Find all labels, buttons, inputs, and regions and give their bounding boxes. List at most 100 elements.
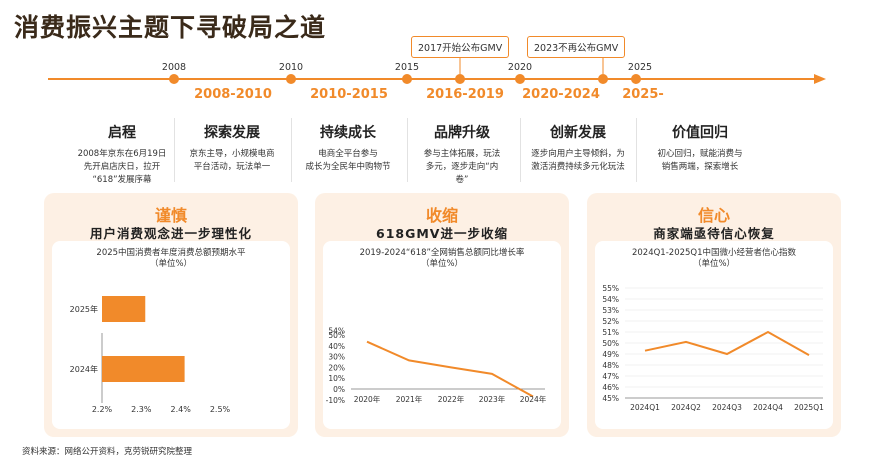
y-tick-label: 49% (602, 350, 619, 359)
x-tick-label: 2024Q4 (753, 403, 783, 412)
y-tick-label: 30% (328, 353, 345, 362)
divider (407, 118, 408, 182)
x-tick-label: 2.3% (131, 405, 152, 414)
timeline-event: 2023不再公布GMV (527, 36, 626, 58)
panel-confidence: 信心 商家端亟待信心恢复 2024Q1-2025Q1中国微小经营者信心指数 （单… (587, 193, 841, 437)
bar-chart: 2025年 2024年 2.2% 2.3% 2.4% 2.5% (70, 296, 231, 414)
phase-title: 创新发展 (550, 125, 606, 141)
timeline-dot (598, 74, 608, 84)
y-tick-label: 45% (602, 394, 619, 403)
source-note: 资料来源：网络公开资料，克劳锐研究院整理 (22, 447, 193, 457)
page-title: 消费振兴主题下寻破局之道 (14, 13, 327, 42)
phase-desc: 逐步向用户主导倾斜，为 激活消费持续多元化玩法 (531, 149, 625, 172)
era-label: 2008-2010 (194, 87, 272, 102)
bar (102, 296, 146, 322)
y-tick-label: -10% (326, 396, 345, 405)
y-tick-label: 50% (602, 339, 619, 348)
y-tick-label: 48% (602, 361, 619, 370)
series-line (366, 340, 534, 398)
divider (520, 118, 521, 182)
era-label: 2020-2024 (522, 87, 600, 102)
timeline-dot (631, 74, 641, 84)
x-tick-label: 2024年 (520, 394, 547, 404)
y-tick-label: 46% (602, 383, 619, 392)
x-tick-label: 2024Q2 (671, 403, 701, 412)
timeline-dot (286, 74, 296, 84)
phase-innovate: 创新发展 逐步向用户主导倾斜，为 激活消费持续多元化玩法 (515, 122, 641, 174)
phase-desc: 京东主导，小规模电商 平台活动，玩法单一 (189, 149, 275, 172)
timeline-dot (455, 74, 465, 84)
x-tick-label: 2021年 (396, 394, 423, 404)
timeline-year: 2008 (161, 62, 187, 73)
x-tick-label: 2.2% (92, 405, 113, 414)
phase-title: 持续成长 (320, 125, 376, 141)
panel-subtitle: 商家端亟待信心恢复 (653, 226, 775, 241)
phase-grow: 持续成长 电商全平台参与 成长为全民年中购物节 (288, 122, 408, 174)
x-tick-label: 2024Q1 (630, 403, 660, 412)
y-tick-label: 54% (602, 295, 619, 304)
phase-value: 价值回归 初心回归，赋能消费与 销售两端，探索增长 (640, 122, 760, 174)
timeline-year: 2010 (278, 62, 304, 73)
phase-brand: 品牌升级 参与主体拓展，玩法 多元，逐步走向“内 卷” (402, 122, 522, 187)
phase-desc: 电商全平台参与 成长为全民年中购物节 (305, 149, 391, 172)
panel-title: 信心 (697, 206, 730, 225)
y-tick-label: 55% (602, 284, 619, 293)
y-tick-label: 52% (602, 317, 619, 326)
line-chart: 55% 54% 53% 52% 51% 50% 49% 48% 47% 46% 45% 2024Q1 2… (602, 284, 824, 412)
y-tick-label: 50% (328, 331, 345, 340)
era-label: 2010-2015 (310, 87, 388, 102)
chart-card: 2019-2024“618”全网销售总额同比增长率 （单位%） 54% 50% 40… (323, 241, 561, 429)
timeline-dot (515, 74, 525, 84)
panel-subtitle: 用户消费观念进一步理性化 (89, 226, 252, 241)
panel-subtitle: 618GMV进一步收缩 (376, 226, 508, 241)
x-tick-label: 2.4% (171, 405, 192, 414)
phase-explore: 探索发展 京东主导，小规模电商 平台活动，玩法单一 (172, 122, 292, 174)
chart-title: 2024Q1-2025Q1中国微小经营者信心指数 （单位%） (631, 248, 797, 269)
bar (102, 356, 185, 382)
phase-desc: 参与主体拓展，玩法 多元，逐步走向“内 卷” (423, 149, 501, 185)
timeline-year: 2020 (507, 62, 533, 73)
timeline-event: 2017开始公布GMV (411, 36, 510, 58)
x-tick-label: 2023年 (479, 394, 506, 404)
panel-cautious: 谨慎 用户消费观念进一步理性化 2025中国消费者年度消费总额预期水平 （单位%… (44, 193, 298, 437)
y-tick-label: 47% (602, 372, 619, 381)
series-line (644, 330, 810, 356)
x-tick-label: 2025Q1 (794, 403, 824, 412)
phase-start: 启程 2008年京东在6月19日 先开启店庆日，拉开 “618”发展序幕 (62, 122, 182, 187)
x-tick-label: 2020年 (354, 394, 381, 404)
era-label: 2016-2019 (426, 87, 504, 102)
y-tick-label: 2024年 (70, 364, 98, 374)
panel-title: 收缩 (425, 206, 458, 225)
timeline-year: 2025 (627, 62, 653, 73)
chart-card: 2024Q1-2025Q1中国微小经营者信心指数 （单位%） 55% 54% 53%… (595, 241, 833, 429)
timeline-axis (48, 56, 826, 84)
chart-title: 2019-2024“618”全网销售总额同比增长率 （单位%） (359, 248, 525, 269)
chart-title: 2025中国消费者年度消费总额预期水平 （单位%） (96, 248, 246, 269)
y-tick-label: 2025年 (70, 304, 98, 314)
phase-title: 探索发展 (204, 125, 260, 141)
phase-title: 启程 (108, 125, 136, 141)
y-tick-label: 20% (328, 363, 345, 372)
timeline-dot (169, 74, 179, 84)
x-tick-label: 2.5% (210, 405, 231, 414)
y-tick-label: 53% (602, 306, 619, 315)
x-tick-label: 2022年 (438, 394, 465, 404)
panel-title: 谨慎 (154, 206, 187, 225)
phase-title: 价值回归 (672, 125, 728, 141)
y-tick-label: 40% (328, 342, 345, 351)
divider (174, 118, 175, 182)
timeline-year: 2015 (394, 62, 420, 73)
phase-desc: 初心回归，赋能消费与 销售两端，探索增长 (657, 149, 743, 172)
divider (291, 118, 292, 182)
y-tick-label: 51% (602, 328, 619, 337)
y-tick-label: 0% (333, 385, 345, 394)
timeline-dot (402, 74, 412, 84)
y-tick-label: 10% (328, 374, 345, 383)
y-tick-label: 54% (328, 327, 345, 336)
phase-desc: 2008年京东在6月19日 先开启店庆日，拉开 “618”发展序幕 (77, 149, 167, 185)
divider (636, 118, 637, 182)
chart-card: 2025中国消费者年度消费总额预期水平 （单位%） 2025年 2024年 2.2%… (52, 241, 290, 429)
panel-shrink: 收缩 618GMV进一步收缩 2019-2024“618”全网销售总额同比增长率… (315, 193, 569, 437)
phase-title: 品牌升级 (434, 125, 490, 141)
era-label: 2025- (622, 87, 664, 102)
